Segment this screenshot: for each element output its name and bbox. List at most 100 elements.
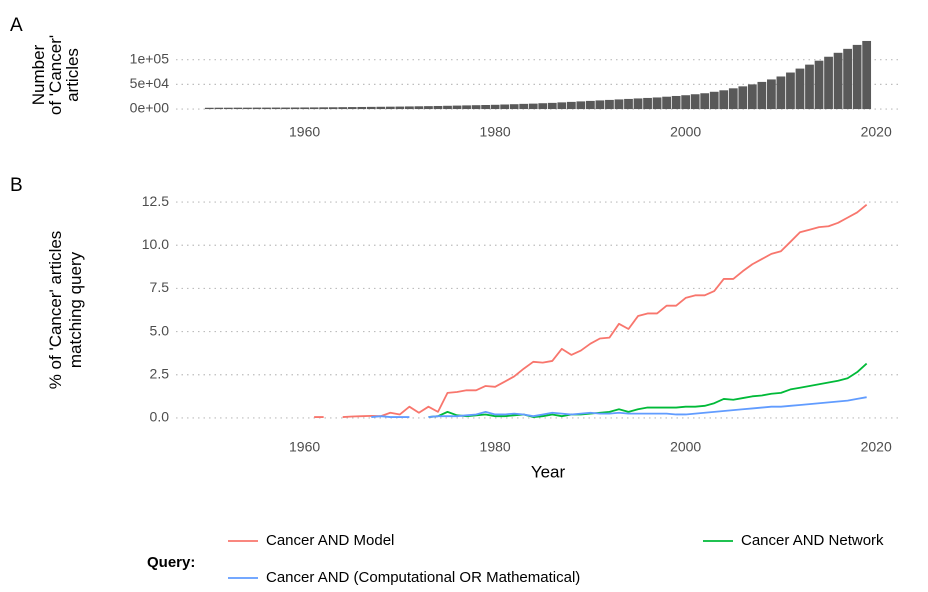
line xyxy=(371,396,867,418)
bar xyxy=(862,40,872,110)
bar xyxy=(538,103,548,110)
y-axis-label-line: of 'Cancer' xyxy=(46,35,65,115)
bar xyxy=(671,95,681,110)
y-tick-label: 0.0 xyxy=(150,409,170,425)
legend-label: Cancer AND (Computational OR Mathematica… xyxy=(266,569,580,586)
bar xyxy=(824,56,833,110)
bar xyxy=(747,84,757,110)
bar xyxy=(776,76,786,110)
bar xyxy=(452,105,462,110)
bar xyxy=(443,105,452,110)
y-tick-label: 5e+04 xyxy=(130,75,170,91)
bar xyxy=(709,91,719,110)
y-axis-label: Numberof 'Cancer'articles xyxy=(29,35,82,115)
legend-title: Query: xyxy=(147,554,195,571)
y-axis-label-line: % of 'Cancer' articles xyxy=(46,231,65,390)
bar xyxy=(852,44,862,110)
bar xyxy=(595,100,605,110)
bar xyxy=(433,105,443,110)
bar xyxy=(662,96,671,110)
bar xyxy=(757,81,767,110)
bar xyxy=(204,107,214,110)
bar xyxy=(814,60,824,110)
bar xyxy=(681,95,691,110)
bar xyxy=(243,107,252,110)
bar xyxy=(481,105,490,110)
bar xyxy=(347,107,357,110)
bar xyxy=(357,106,367,110)
y-axis-label-line: matching query xyxy=(66,251,85,368)
bar xyxy=(224,107,233,110)
bar xyxy=(633,98,643,110)
x-tick-label: 1980 xyxy=(480,439,511,455)
bar xyxy=(309,107,319,110)
bar xyxy=(252,107,262,110)
bar xyxy=(566,101,576,110)
x-tick-label: 2000 xyxy=(670,439,701,455)
bar xyxy=(719,90,729,110)
bar xyxy=(576,101,586,110)
bar xyxy=(281,107,290,110)
bar xyxy=(490,104,500,110)
x-axis-label: Year xyxy=(531,462,566,481)
bar xyxy=(728,88,738,110)
x-tick-label: 1980 xyxy=(480,124,511,140)
bar xyxy=(767,79,776,110)
bar xyxy=(366,106,376,110)
bar xyxy=(843,48,852,110)
bar xyxy=(833,52,843,110)
y-tick-label: 7.5 xyxy=(150,279,170,295)
bar xyxy=(795,68,805,110)
x-tick-label: 1960 xyxy=(289,124,320,140)
bar xyxy=(338,107,348,110)
y-tick-label: 5.0 xyxy=(150,322,170,338)
line xyxy=(428,362,868,418)
bar xyxy=(214,107,224,110)
bar xyxy=(319,107,329,110)
y-axis-label-line: articles xyxy=(63,48,82,102)
bar xyxy=(414,106,424,110)
bar xyxy=(300,107,309,110)
bar xyxy=(557,102,567,110)
bar xyxy=(805,64,814,110)
bar xyxy=(385,106,395,110)
bar xyxy=(395,106,405,110)
y-axis-label: % of 'Cancer' articlesmatching query xyxy=(46,231,85,390)
panel-label: A xyxy=(10,15,23,36)
line xyxy=(314,203,868,418)
bar xyxy=(690,94,700,110)
bar xyxy=(586,100,595,110)
legend-label: Cancer AND Model xyxy=(266,532,394,549)
bar xyxy=(614,99,624,110)
bar xyxy=(509,104,519,110)
legend-label: Cancer AND Network xyxy=(741,532,884,549)
x-tick-label: 2020 xyxy=(861,439,892,455)
bar xyxy=(652,97,662,110)
bar xyxy=(786,72,795,110)
bar xyxy=(233,107,243,110)
bar xyxy=(500,104,510,110)
bar xyxy=(624,98,633,110)
y-tick-label: 2.5 xyxy=(150,365,170,381)
bar xyxy=(462,105,471,110)
bar xyxy=(738,86,748,110)
bar xyxy=(471,105,481,110)
bar xyxy=(405,106,414,110)
y-tick-label: 1e+05 xyxy=(130,50,170,66)
y-tick-label: 10.0 xyxy=(142,236,169,252)
y-axis-label-line: Number xyxy=(29,44,48,105)
bar xyxy=(700,93,710,110)
bar xyxy=(271,107,281,110)
bar xyxy=(328,107,338,110)
x-tick-label: 2020 xyxy=(861,124,892,140)
y-tick-label: 12.5 xyxy=(142,193,169,209)
bar xyxy=(262,107,271,110)
bar xyxy=(290,107,300,110)
bar xyxy=(605,99,614,110)
x-tick-label: 2000 xyxy=(670,124,701,140)
y-tick-label: 0e+00 xyxy=(130,100,170,116)
x-tick-label: 1960 xyxy=(289,439,320,455)
bar xyxy=(376,106,386,110)
